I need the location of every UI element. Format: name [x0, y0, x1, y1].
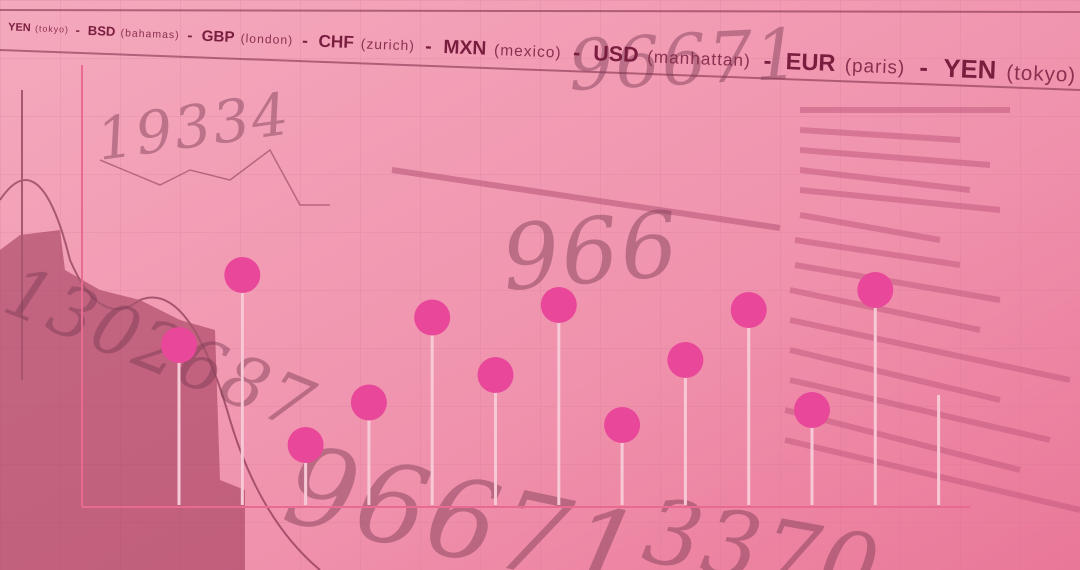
- ticker-code: YEN: [8, 21, 31, 34]
- lollipop-head: [604, 407, 641, 443]
- ticker-code: BSD: [88, 23, 116, 39]
- ticker-separator: -: [187, 27, 193, 44]
- big-number: 966: [498, 192, 684, 312]
- ticker-separator: -: [919, 54, 929, 82]
- ticker-city: (tokyo): [35, 23, 69, 34]
- ticker-city: (mexico): [494, 42, 562, 62]
- lollipop-head: [857, 272, 894, 308]
- ticker-code: USD: [593, 41, 639, 67]
- ticker-code: EUR: [785, 49, 836, 77]
- ticker-code: GBP: [201, 28, 235, 46]
- ticker-code: YEN: [943, 55, 997, 85]
- ticker-separator: -: [763, 48, 772, 74]
- ticker-city: (bahamas): [120, 28, 179, 41]
- lollipop-head: [224, 257, 261, 293]
- plot: [161, 257, 941, 505]
- lollipop-head: [414, 299, 451, 336]
- ticker-separator: -: [573, 41, 581, 65]
- lollipop-head: [794, 392, 830, 428]
- ticker-separator: -: [425, 35, 432, 57]
- ticker-city: (london): [240, 31, 293, 47]
- lollipop-head: [667, 342, 704, 378]
- ticker-separator: -: [302, 30, 309, 50]
- ticker-city: (paris): [844, 54, 905, 77]
- ticker: YEN (tokyo) - BSD (bahamas) - GBP (london) - CHF(…: [8, 21, 1077, 87]
- lollipop-head: [540, 287, 577, 323]
- ticker-code: CHF: [318, 31, 354, 52]
- big-number: 96671: [567, 13, 804, 107]
- ticker-city: (zurich): [361, 35, 416, 53]
- decor: [0, 9, 1080, 570]
- lollipop-head: [350, 384, 387, 421]
- ticker-city: (tokyo): [1006, 61, 1077, 87]
- lollipop-head: [161, 327, 197, 363]
- lollipop-head: [287, 427, 324, 463]
- ticker-city: (manhattan): [647, 46, 751, 70]
- ticker-separator: -: [75, 22, 80, 37]
- ticker-code: MXN: [443, 36, 487, 60]
- lollipop-head: [730, 292, 767, 328]
- lollipop-head: [477, 357, 514, 393]
